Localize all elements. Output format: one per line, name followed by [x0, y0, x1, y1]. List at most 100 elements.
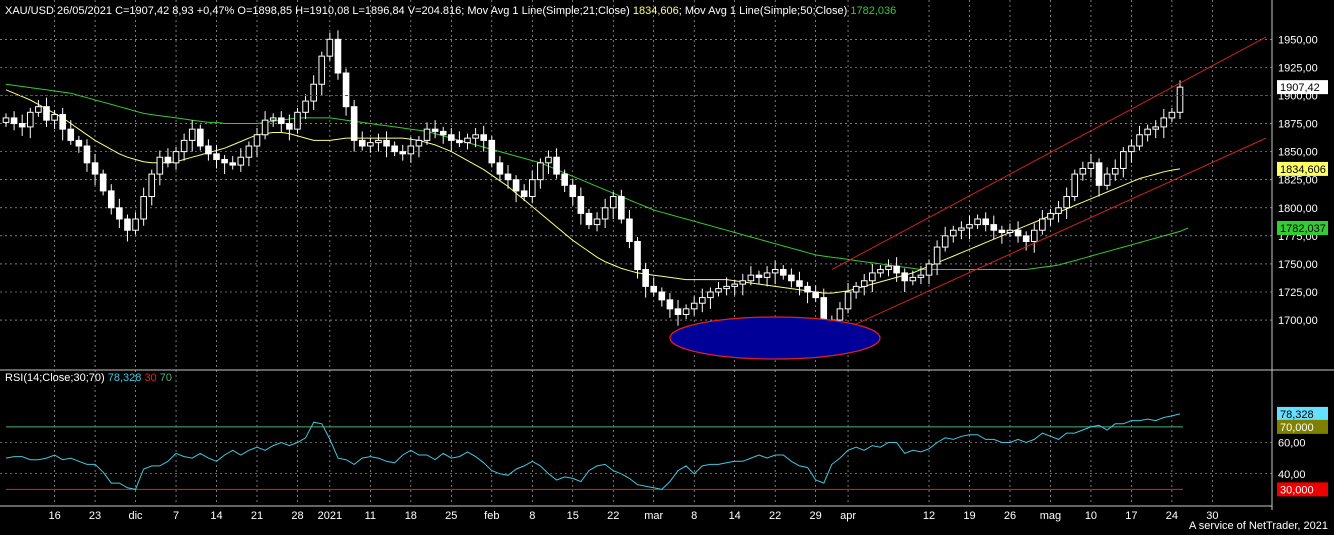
candle-body: [747, 274, 755, 282]
price-tick-label: 1725,00: [1278, 287, 1318, 299]
upper-trendline: [831, 36, 1267, 270]
candle-body: [1014, 229, 1022, 237]
ma50-value: 1782,036: [850, 5, 897, 17]
price-tick-label: 1700,00: [1278, 315, 1318, 327]
ma50-tag-bg: [1277, 220, 1328, 235]
lower-trendline: [839, 137, 1267, 332]
rsi-header: RSI(14;Close;30;70) 78,328 30 70: [5, 372, 172, 384]
rsi-last-tag: 78,328: [1280, 409, 1314, 421]
candle-body: [75, 139, 83, 147]
candle-body: [488, 139, 496, 164]
candle-body: [682, 308, 690, 315]
candle-body: [197, 128, 204, 147]
candle-body: [334, 38, 342, 74]
candle-body: [707, 291, 714, 299]
candle-body: [172, 151, 180, 164]
candle-body: [885, 265, 892, 271]
candle-body: [925, 263, 933, 276]
candle-body: [917, 274, 925, 278]
candle-body: [1095, 162, 1103, 186]
candle-body: [310, 83, 317, 102]
candle-body: [26, 111, 34, 128]
price-tick-label: 1925,00: [1278, 62, 1318, 74]
candle-body: [367, 142, 374, 147]
price-tick-label: 1950,00: [1278, 34, 1318, 46]
candle-body: [245, 145, 253, 158]
candle-body: [140, 196, 147, 220]
candles: [2, 30, 1184, 341]
candle-body: [1087, 162, 1095, 169]
symbol-info: XAU/USD 26/05/2021 C=1907,42 8,93 +0,47%…: [5, 5, 633, 17]
candle-body: [537, 162, 544, 181]
axes: [0, 0, 1334, 510]
candle-body: [966, 224, 973, 229]
x-tick-label: 24: [1166, 510, 1178, 522]
rsi-panel: [5, 413, 1183, 490]
x-tick-label: 26: [1004, 510, 1016, 522]
candle-body: [261, 119, 269, 136]
rsi-high: 70: [159, 372, 172, 384]
candle-body: [901, 272, 909, 282]
candle-body: [585, 212, 593, 226]
ma21-value: 1834,606: [632, 5, 679, 17]
candle-body: [415, 139, 423, 147]
candle-body: [998, 229, 1006, 233]
candle-body: [1071, 173, 1079, 198]
candle-body: [909, 276, 917, 282]
candle-body: [480, 134, 487, 141]
candle-body: [731, 283, 738, 287]
x-tick-label: 2021: [318, 510, 342, 522]
candle-body: [350, 106, 358, 141]
x-tick-label: 21: [251, 510, 263, 522]
ma21-path: [5, 89, 1181, 294]
candle-body: [933, 246, 941, 265]
x-tick-label: 8: [529, 510, 535, 522]
candle-body: [164, 156, 172, 164]
candle-body: [1047, 212, 1054, 220]
candle-body: [569, 184, 577, 198]
candle-body: [852, 285, 860, 293]
candle-body: [1079, 167, 1087, 175]
candle-body: [796, 280, 803, 287]
candle-body: [342, 72, 350, 108]
candle-body: [1111, 167, 1119, 175]
price-tick-label: 1800,00: [1278, 203, 1318, 215]
rsi-70-tag: 70,000: [1280, 422, 1314, 434]
candle-body: [723, 285, 730, 290]
price-tick-label: 1850,00: [1278, 147, 1318, 159]
candle-body: [553, 156, 560, 175]
candle-body: [1006, 229, 1014, 233]
candle-body: [788, 274, 795, 282]
candle-body: [974, 218, 981, 226]
candle-body: [286, 123, 293, 130]
rsi-low: 30: [144, 372, 157, 384]
x-tick-label: dic: [129, 510, 144, 522]
ma21-line: [5, 89, 1181, 294]
candle-body: [836, 308, 844, 321]
candle-body: [869, 272, 876, 282]
candle-body: [302, 100, 309, 113]
candle-body: [593, 218, 601, 226]
annotations: [0, 36, 1272, 360]
candle-body: [18, 123, 26, 128]
candle-body: [407, 145, 415, 155]
rsi-value: 78,328: [107, 372, 142, 384]
bottom-highlight-ellipse: [669, 316, 881, 360]
candle-body: [1063, 196, 1070, 209]
price-tick-label: 1825,00: [1278, 175, 1318, 187]
candle-body: [990, 224, 998, 231]
x-tick-label: 18: [405, 510, 417, 522]
rsi-70-tag-bg: [1277, 419, 1328, 434]
candle-body: [180, 139, 188, 153]
candle-body: [658, 291, 666, 301]
candle-body: [431, 128, 439, 132]
candle-body: [690, 302, 698, 310]
candle-body: [601, 207, 609, 220]
candle-body: [1168, 111, 1176, 119]
candle-body: [188, 128, 196, 141]
candle-body: [739, 280, 747, 285]
candle-body: [877, 269, 884, 274]
candle-body: [763, 272, 771, 278]
candle-body: [512, 179, 520, 192]
